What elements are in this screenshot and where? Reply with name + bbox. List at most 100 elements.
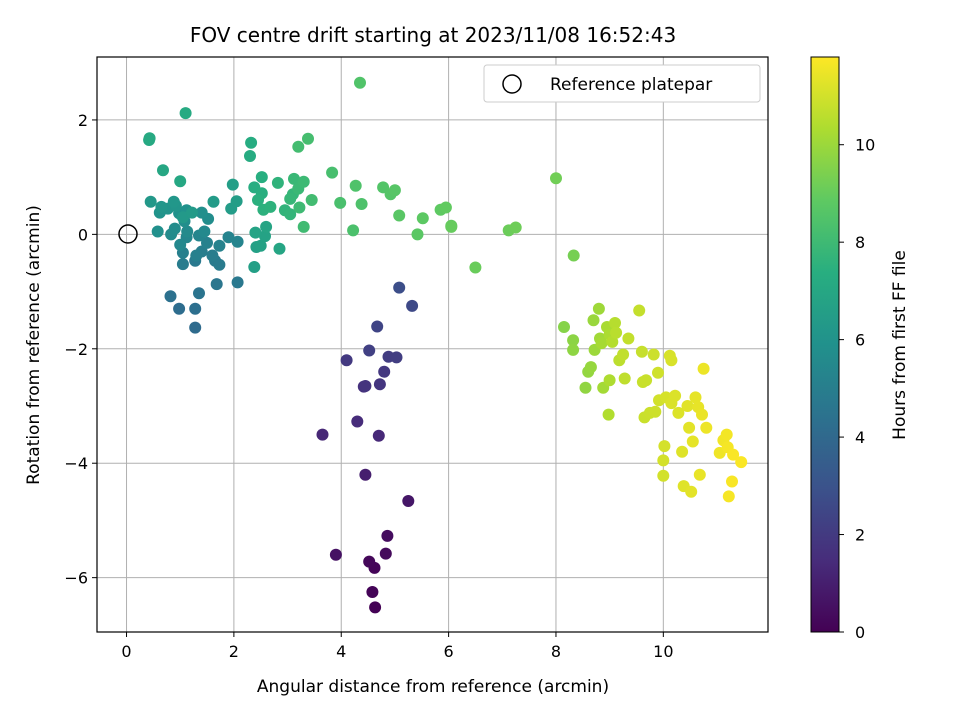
colorbar-tick-label: 0 bbox=[855, 623, 865, 642]
data-point bbox=[334, 196, 347, 209]
data-point bbox=[390, 351, 403, 364]
data-point bbox=[297, 220, 310, 233]
axis-ticks: 0 2 4 6 8 10 −6 −4 −2 0 2 bbox=[64, 111, 673, 661]
data-point bbox=[722, 490, 735, 503]
data-point bbox=[144, 195, 157, 208]
x-tick-label: 10 bbox=[653, 642, 673, 661]
data-point bbox=[373, 378, 386, 391]
data-point bbox=[143, 132, 156, 145]
data-point bbox=[351, 415, 364, 428]
data-point bbox=[174, 238, 187, 251]
data-point bbox=[567, 343, 580, 356]
data-point bbox=[213, 258, 226, 271]
data-point bbox=[297, 175, 310, 188]
data-point bbox=[618, 372, 631, 385]
colorbar-tick-label: 2 bbox=[855, 526, 865, 545]
data-point bbox=[697, 362, 710, 375]
data-point bbox=[669, 389, 682, 402]
data-point bbox=[293, 201, 306, 214]
data-point bbox=[347, 224, 360, 237]
data-point bbox=[249, 226, 262, 239]
data-point bbox=[305, 194, 318, 206]
data-point bbox=[445, 220, 458, 233]
reference-platepar-marker bbox=[118, 224, 138, 244]
data-point bbox=[363, 555, 376, 568]
colorbar-tick-label: 10 bbox=[855, 136, 875, 155]
data-point bbox=[657, 454, 670, 467]
data-point bbox=[558, 321, 570, 333]
data-point bbox=[735, 456, 748, 469]
data-point bbox=[260, 220, 273, 233]
data-point bbox=[681, 400, 694, 412]
y-tick-label: −6 bbox=[64, 569, 88, 588]
data-point bbox=[222, 231, 235, 244]
data-point bbox=[174, 175, 187, 188]
data-point bbox=[469, 261, 482, 274]
data-point bbox=[231, 235, 244, 248]
data-point bbox=[259, 230, 271, 243]
data-point bbox=[658, 440, 671, 453]
data-point bbox=[244, 150, 256, 162]
data-point bbox=[288, 172, 300, 185]
data-point bbox=[622, 332, 635, 345]
data-point bbox=[230, 195, 243, 208]
data-point bbox=[206, 249, 219, 262]
colorbar-ticks: 0 2 4 6 8 10 bbox=[839, 136, 875, 642]
data-point bbox=[190, 249, 203, 262]
data-point bbox=[579, 381, 592, 394]
data-point bbox=[189, 321, 202, 334]
legend: Reference platepar bbox=[483, 64, 761, 103]
data-point bbox=[264, 200, 277, 213]
data-point bbox=[647, 348, 660, 361]
data-point bbox=[633, 304, 646, 317]
legend-box bbox=[483, 64, 761, 103]
grid-lines bbox=[97, 57, 768, 632]
data-point bbox=[685, 485, 698, 498]
data-point bbox=[316, 428, 329, 441]
data-point bbox=[231, 276, 244, 289]
data-point bbox=[640, 374, 653, 387]
data-point bbox=[151, 225, 164, 238]
data-point bbox=[354, 76, 366, 89]
data-point bbox=[610, 326, 623, 339]
data-point bbox=[700, 421, 713, 434]
data-point bbox=[176, 211, 189, 224]
data-point bbox=[340, 354, 353, 367]
data-point bbox=[167, 195, 180, 208]
data-point bbox=[157, 164, 169, 177]
data-point bbox=[213, 239, 226, 252]
x-tick-label: 8 bbox=[551, 642, 561, 661]
colorbar-label: Hours from first FF file bbox=[890, 250, 910, 440]
data-point bbox=[349, 179, 362, 192]
data-point bbox=[584, 361, 597, 374]
data-point bbox=[273, 242, 286, 255]
data-point bbox=[355, 198, 368, 210]
y-tick-label: 0 bbox=[78, 225, 88, 244]
data-point bbox=[369, 601, 382, 614]
data-point bbox=[567, 334, 580, 347]
data-point bbox=[201, 236, 213, 249]
legend-marker-icon bbox=[502, 74, 522, 94]
colorbar-tick-label: 6 bbox=[855, 331, 865, 350]
y-axis-label: Rotation from reference (arcmin) bbox=[24, 205, 44, 485]
y-tick-label: −4 bbox=[64, 454, 88, 473]
data-point bbox=[302, 132, 314, 145]
data-point bbox=[689, 391, 702, 404]
colorbar-tick-label: 4 bbox=[855, 428, 865, 447]
data-point bbox=[372, 429, 385, 442]
data-point bbox=[168, 222, 181, 235]
plot-frame bbox=[96, 56, 769, 633]
colorbar-tick-label: 8 bbox=[855, 233, 865, 252]
data-point bbox=[439, 201, 452, 214]
data-point bbox=[602, 408, 615, 421]
data-point bbox=[252, 194, 264, 206]
data-point bbox=[292, 140, 305, 153]
x-tick-label: 6 bbox=[444, 642, 454, 661]
x-tick-label: 0 bbox=[121, 642, 131, 661]
x-tick-label: 4 bbox=[336, 642, 346, 661]
data-point bbox=[210, 278, 223, 291]
data-point bbox=[329, 548, 342, 561]
data-point bbox=[155, 200, 168, 213]
data-point bbox=[255, 171, 268, 184]
